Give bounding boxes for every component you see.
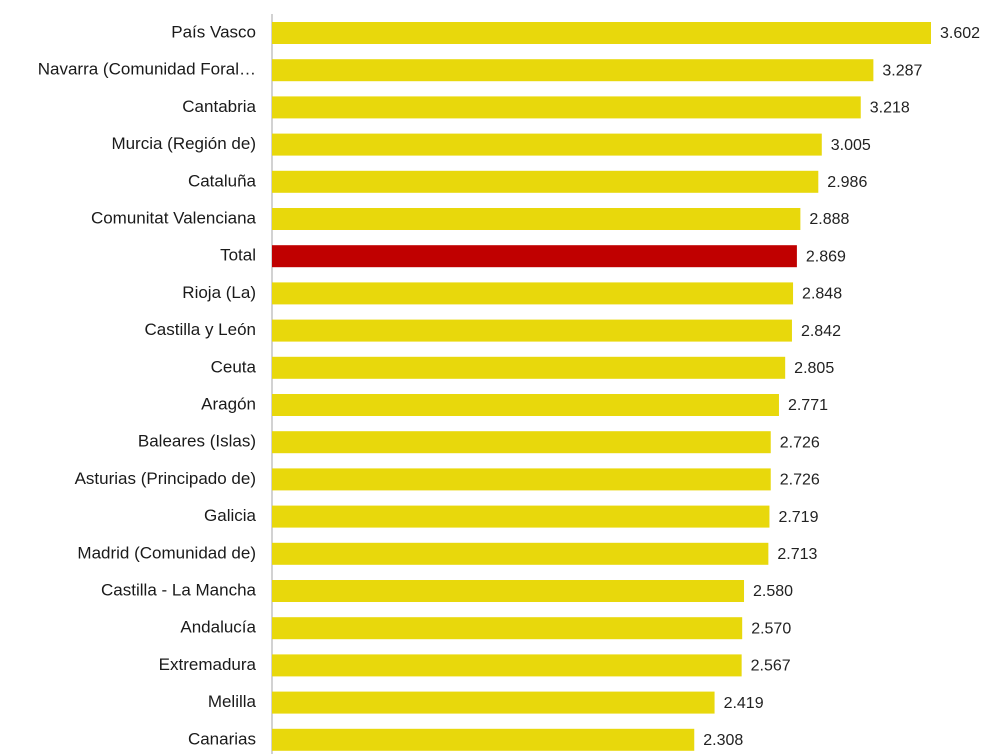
category-label: Galicia [204,506,257,525]
value-label: 2.726 [780,472,820,489]
value-label: 2.805 [794,360,834,377]
value-label: 2.726 [780,434,820,451]
value-label: 2.888 [809,211,849,228]
bar [272,691,715,714]
bar [272,22,931,44]
value-label: 2.567 [751,658,791,675]
category-label: País Vasco [171,22,256,41]
bar [272,542,769,565]
bar [272,208,801,230]
category-label: Castilla y León [144,320,256,339]
category-label: Navarra (Comunidad Foral… [38,60,256,79]
bar [272,170,819,193]
bar [272,59,874,82]
value-label: 2.308 [703,732,743,749]
category-label: Baleares (Islas) [138,432,256,451]
category-label: Comunitat Valenciana [91,208,257,227]
bar [272,505,770,528]
value-label: 2.419 [724,695,764,712]
value-label: 2.570 [751,620,791,637]
category-label: Castilla - La Mancha [101,580,257,599]
value-label: 3.218 [870,100,910,117]
bar [272,282,794,305]
category-label: Aragón [201,394,256,413]
category-label: Cataluña [188,171,257,190]
value-label: 2.986 [827,174,867,191]
bar [272,356,786,379]
bar [272,617,743,640]
bar [272,319,792,342]
category-label: Cantabria [182,97,256,116]
bar [272,728,695,751]
bar [272,245,797,268]
bar [272,468,771,491]
category-label: Andalucía [180,618,256,637]
category-label: Rioja (La) [182,283,256,302]
value-label: 2.771 [788,397,828,414]
value-label: 3.005 [831,137,871,154]
bar [272,654,742,677]
value-label: 2.869 [806,248,846,265]
category-label: Madrid (Comunidad de) [77,543,256,562]
category-label: Murcia (Región de) [111,134,256,153]
category-label: Total [220,246,256,265]
value-label: 2.713 [777,546,817,563]
value-label: 2.842 [801,323,841,340]
bar [272,394,779,416]
value-label: 2.848 [802,286,842,303]
bar [272,133,822,156]
category-label: Ceuta [211,357,257,376]
value-label: 3.602 [940,25,980,42]
category-label: Asturias (Principado de) [75,469,256,488]
category-label: Extremadura [159,655,257,674]
bar [272,96,861,119]
bar [272,580,745,602]
value-label: 2.719 [778,509,818,526]
value-label: 2.580 [753,583,793,600]
category-label: Melilla [208,692,257,711]
category-label: Canarias [188,729,256,748]
bar [272,431,771,454]
value-label: 3.287 [882,62,922,79]
